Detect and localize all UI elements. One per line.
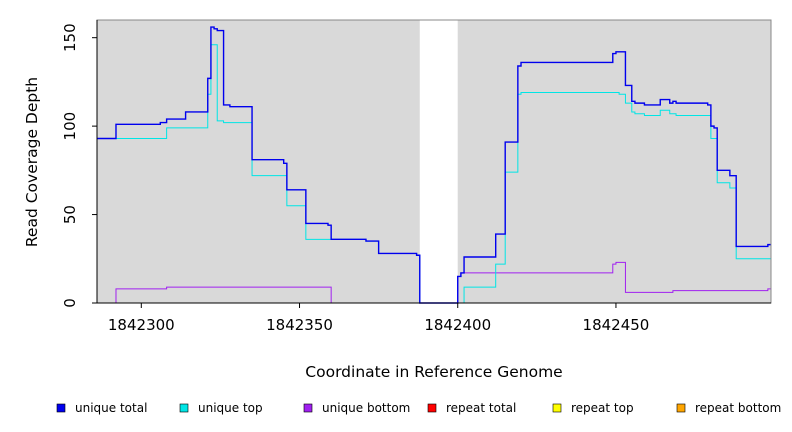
legend-swatch (303, 403, 313, 413)
legend-swatch (56, 403, 66, 413)
legend-label: repeat total (446, 401, 516, 415)
plot-background (97, 20, 771, 303)
legend-label: repeat bottom (695, 401, 781, 415)
x-tick-label: 1842400 (424, 316, 491, 334)
axes-layer: 1842300 1842350 1842400 1842450 0 50 100 150 (61, 20, 771, 334)
legend-item-unique-bottom: unique bottom (303, 401, 410, 415)
x-tick-label: 1842300 (108, 316, 175, 334)
x-tick-label: 1842350 (266, 316, 333, 334)
y-tick-label: 0 (61, 298, 79, 308)
y-axis-title: Read Coverage Depth (23, 77, 41, 247)
legend-label: repeat top (571, 401, 634, 415)
y-tick-label: 100 (61, 112, 79, 141)
plot-panel-right (457, 20, 771, 303)
series-line-unique-top (97, 44, 771, 304)
legend: unique total unique top unique bottom repea… (56, 401, 781, 415)
legend-swatch (427, 403, 437, 413)
legend-item-unique-total: unique total (56, 401, 147, 415)
y-tick-label: 50 (61, 205, 79, 224)
legend-item-repeat-top: repeat top (552, 401, 634, 415)
plot-panel-left (97, 20, 420, 303)
legend-item-unique-top: unique top (179, 401, 263, 415)
legend-item-repeat-total: repeat total (427, 401, 516, 415)
y-tick-label: 150 (61, 23, 79, 52)
legend-label: unique top (198, 401, 263, 415)
legend-swatch (552, 403, 562, 413)
x-tick-label: 1842450 (583, 316, 650, 334)
x-axis-title: Coordinate in Reference Genome (305, 363, 562, 381)
legend-label: unique total (75, 401, 147, 415)
legend-swatch (179, 403, 189, 413)
legend-label: unique bottom (322, 401, 410, 415)
series-line-unique-total (97, 26, 771, 304)
legend-swatch (676, 403, 686, 413)
legend-item-repeat-bottom: repeat bottom (676, 401, 781, 415)
